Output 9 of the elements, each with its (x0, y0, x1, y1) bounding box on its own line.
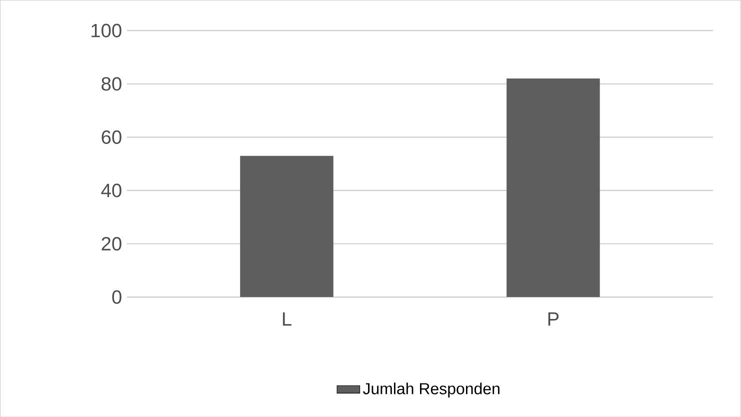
y-tick-label: 0 (112, 290, 122, 304)
y-tick-label: 60 (102, 130, 122, 144)
x-tick-label: L (282, 312, 292, 326)
y-tick-label: 20 (102, 236, 122, 250)
y-tick-label: 80 (102, 76, 122, 91)
y-tick-label: 40 (101, 184, 122, 198)
y-tick-label: 100 (92, 24, 122, 38)
legend-label: Jumlah Responden (362, 382, 500, 398)
x-tick-label: P (548, 312, 559, 326)
